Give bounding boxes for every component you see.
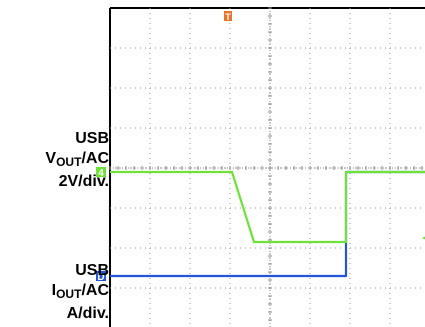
trace-ch2 bbox=[110, 170, 425, 244]
ch2-label: USB IOUT/AC A/div. bbox=[52, 261, 109, 324]
ch2-label-scale: A/div. bbox=[66, 305, 109, 322]
traces bbox=[110, 170, 425, 278]
ch1-label-line1: USB bbox=[75, 130, 109, 147]
ch1-label: USB VOUT/AC 2V/div. bbox=[45, 129, 109, 192]
grid bbox=[109, 7, 425, 327]
ch2-label-line1: USB bbox=[75, 262, 109, 279]
ch1-label-scale: 2V/div. bbox=[58, 173, 109, 190]
trace-ch1 bbox=[110, 170, 425, 278]
ch1-ground-marker-box bbox=[96, 271, 106, 281]
ch1-label-line2: VOUT/AC bbox=[45, 150, 109, 169]
ch1-ground-marker-text: D bbox=[97, 272, 104, 283]
trigger-marker-text: T bbox=[225, 12, 231, 22]
ch2-ground-marker-text: 4 bbox=[98, 168, 104, 179]
ch2-edge-marker bbox=[422, 236, 425, 240]
markers: D 4 T bbox=[96, 11, 425, 283]
ch2-ground-marker-box bbox=[96, 167, 106, 177]
trigger-marker-box bbox=[224, 11, 232, 21]
ch2-label-line2: IOUT/AC bbox=[51, 282, 109, 301]
